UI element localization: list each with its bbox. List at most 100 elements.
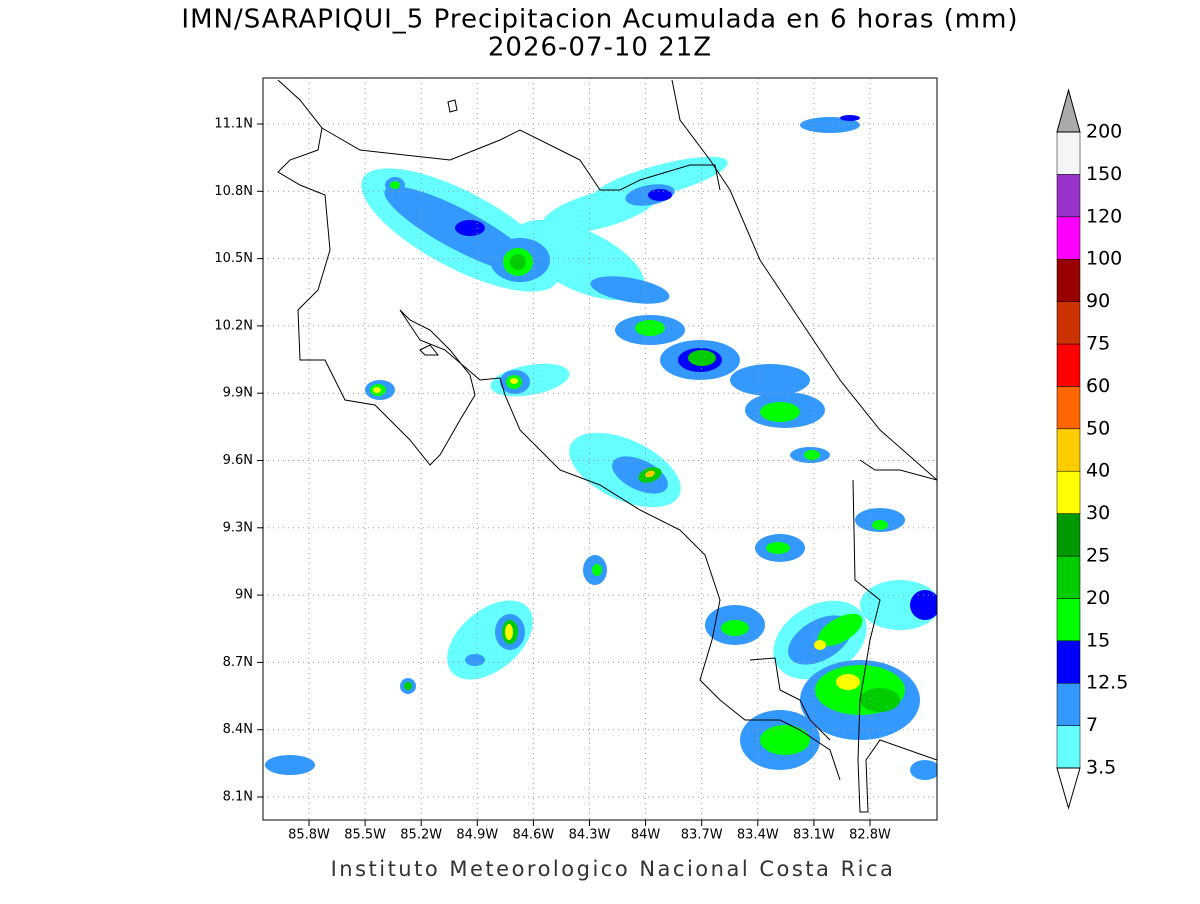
colorbar-label: 75	[1086, 333, 1110, 355]
colorbar-label: 20	[1086, 587, 1110, 609]
axis-labels: 85.8W 85.5W 85.2W 84.9W 84.6W 84.3W 84W 83.7W 83…	[214, 117, 891, 843]
colorbar-bin	[1056, 470, 1081, 514]
colorbar-label: 150	[1086, 163, 1122, 185]
rain-cell	[760, 402, 800, 422]
lon-tick-label: 82.8W	[849, 828, 891, 843]
rain-cell	[910, 760, 937, 780]
rain-cell	[404, 682, 412, 690]
border	[321, 127, 721, 191]
coastline	[419, 99, 937, 741]
lat-tick-label: 9.6N	[223, 453, 253, 468]
lat-tick-label: 8.4N	[223, 722, 253, 737]
lat-tick-label: 9.3N	[223, 520, 253, 535]
lon-tick-label: 84.3W	[569, 828, 611, 843]
rain-cell	[730, 364, 810, 396]
rain-cell	[766, 542, 790, 554]
map-frame	[262, 77, 938, 821]
lon-tick-label: 83.1W	[793, 828, 835, 843]
rain-cell	[592, 156, 728, 204]
colorbar-label: 60	[1086, 375, 1110, 397]
graticule	[263, 78, 937, 820]
colorbar-bin	[1056, 725, 1081, 769]
rain-cell	[648, 189, 672, 201]
map-title: IMN/SARAPIQUI_5 Precipitacion Acumulada …	[181, 5, 1018, 35]
colorbar-under	[1056, 767, 1081, 810]
rain-cell	[373, 387, 381, 393]
colorbar-label: 15	[1086, 629, 1110, 651]
colorbar-label: 7	[1086, 714, 1098, 736]
colorbar-bin	[1056, 513, 1081, 557]
coastlines	[277, 79, 937, 813]
rain-cell	[840, 115, 860, 121]
rain-cell	[510, 378, 518, 384]
colorbar-bin	[1056, 216, 1081, 260]
rain-cell	[590, 276, 670, 304]
lon-tick-label: 83.7W	[681, 828, 723, 843]
rain-cell	[592, 564, 602, 576]
colorbar-bin	[1056, 640, 1081, 684]
colorbar-bin	[1056, 258, 1081, 302]
lat-tick-label: 10.5N	[214, 251, 253, 266]
coastline	[671, 79, 937, 481]
lon-tick-label: 84.6W	[512, 828, 554, 843]
rain-cell	[510, 254, 526, 270]
rain-cell	[390, 181, 400, 189]
colorbar-bin	[1056, 174, 1081, 218]
rain-cell	[455, 220, 485, 236]
colorbar-bin	[1056, 428, 1081, 472]
colorbar-label: 12.5	[1086, 672, 1128, 694]
colorbar: 3.5 7 12.5 15 20 25 30 40 50 60 75 90 100 120 150 200	[1056, 88, 1128, 810]
lon-tick-label: 84W	[631, 828, 661, 843]
rain-cell	[760, 725, 810, 755]
rain-cell	[910, 590, 937, 620]
colorbar-bin	[1056, 301, 1081, 345]
lon-tick-label: 85.8W	[288, 828, 330, 843]
rain-cell	[804, 450, 820, 460]
lon-tick-label: 85.2W	[400, 828, 442, 843]
colorbar-over	[1056, 88, 1081, 133]
colorbar-bin	[1056, 343, 1081, 387]
lat-tick-label: 11.1N	[214, 117, 253, 132]
footer: Instituto Meteorologico Nacional Costa R…	[331, 857, 896, 881]
lat-tick-label: 10.8N	[214, 184, 253, 199]
lon-tick-label: 85.5W	[344, 828, 386, 843]
rain-cell	[721, 620, 749, 636]
rain-cell	[645, 470, 655, 478]
rain-cell	[814, 640, 826, 650]
colorbar-label: 3.5	[1086, 757, 1116, 779]
colorbar-label: 120	[1086, 205, 1122, 227]
precipitation-field	[265, 115, 937, 780]
colorbar-label: 100	[1086, 248, 1122, 270]
colorbar-bin	[1056, 386, 1081, 430]
colorbar-label: 25	[1086, 545, 1110, 567]
colorbar-bin	[1056, 682, 1081, 726]
rain-cell	[800, 117, 860, 133]
lat-tick-label: 9N	[235, 588, 253, 603]
lat-tick-label: 9.9N	[223, 386, 253, 401]
border	[852, 479, 937, 813]
rain-cell	[836, 674, 860, 690]
rain-cell	[465, 654, 485, 666]
colorbar-label: 200	[1086, 121, 1122, 143]
lon-tick-label: 84.9W	[456, 828, 498, 843]
rain-cell	[265, 755, 315, 775]
colorbar-bin	[1056, 598, 1081, 642]
lat-tick-label: 8.1N	[223, 790, 253, 805]
colorbar-label: 90	[1086, 290, 1110, 312]
rain-cell	[860, 688, 900, 712]
colorbar-label: 30	[1086, 502, 1110, 524]
rain-cell	[872, 520, 888, 530]
rain-cell	[447, 600, 533, 680]
lon-tick-label: 83.4W	[737, 828, 779, 843]
lat-tick-label: 10.2N	[214, 318, 253, 333]
colorbar-bin	[1056, 555, 1081, 599]
map-subtitle: 2026-07-10 21Z	[488, 33, 712, 63]
rain-cell	[635, 320, 665, 336]
coastline	[277, 79, 841, 781]
colorbar-label: 40	[1086, 460, 1110, 482]
lat-tick-label: 8.7N	[223, 655, 253, 670]
colorbar-bin	[1056, 131, 1081, 175]
colorbar-label: 50	[1086, 417, 1110, 439]
rain-cell	[817, 613, 863, 647]
